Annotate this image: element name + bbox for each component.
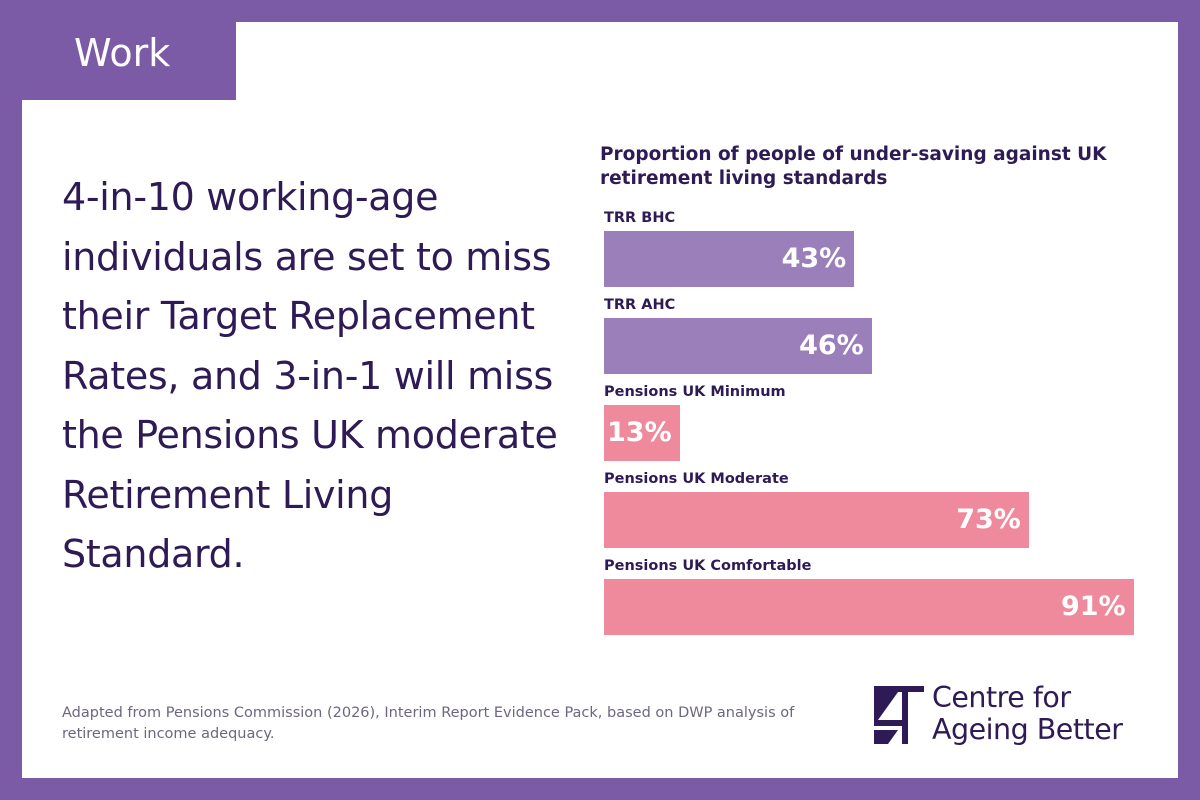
headline: 4-in-10 working-age individuals are set … — [62, 175, 558, 576]
source-footnote: Adapted from Pensions Commission (2026),… — [62, 705, 795, 742]
bar: 91% — [604, 579, 1134, 635]
bar-value-label: 91% — [1060, 591, 1126, 622]
bar-label: TRR AHC — [604, 297, 676, 313]
bar-value-label: 13% — [607, 417, 672, 448]
bar-label: Pensions UK Moderate — [604, 471, 789, 487]
bar: 13% — [604, 405, 680, 461]
bar: 46% — [604, 318, 872, 374]
logo-text: Centre for Ageing Better — [932, 681, 1123, 746]
bar: 73% — [604, 492, 1029, 548]
bar-value-label: 73% — [956, 504, 1021, 535]
logo-line-2: Ageing Better — [932, 713, 1123, 746]
bar-value-label: 43% — [781, 243, 847, 274]
bar-label: Pensions UK Minimum — [604, 384, 786, 400]
bar-value-label: 46% — [799, 330, 864, 361]
bar-label: TRR BHC — [604, 210, 676, 226]
section-tag: Work — [22, 22, 236, 100]
bar: 43% — [604, 231, 855, 287]
infographic-card: Work 4-in-10 working-age individuals are… — [22, 22, 1178, 778]
chart-title: Proportion of people of under-saving aga… — [600, 144, 1107, 189]
logo-line-1: Centre for — [932, 681, 1071, 714]
centre-for-ageing-better-logo: Centre for Ageing Better — [874, 682, 1174, 748]
logo-mark-icon — [874, 686, 924, 744]
bar-label: Pensions UK Comfortable — [604, 558, 812, 574]
